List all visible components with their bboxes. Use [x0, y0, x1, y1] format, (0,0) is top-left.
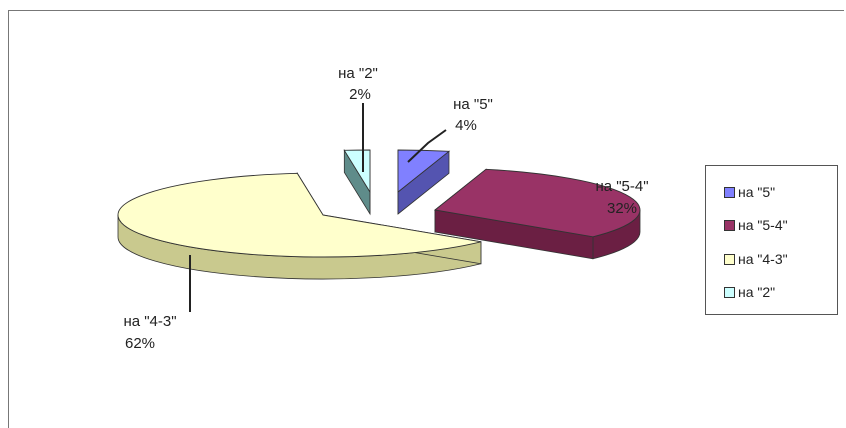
legend-item: на "2": [724, 284, 775, 300]
slice-value-4-3: 62%: [125, 335, 155, 352]
leader-line: [407, 129, 447, 163]
slice-value-5: 4%: [455, 117, 477, 134]
pie-leader-lines: [189, 103, 447, 312]
slice-value-2: 2%: [349, 86, 371, 103]
legend-swatch: [724, 286, 735, 298]
pie-slice: [117, 172, 482, 258]
slice-label-5-4: на "5-4": [595, 178, 648, 195]
slice-label-4-3: на "4-3": [123, 313, 176, 330]
legend-label: на "5": [738, 184, 776, 200]
legend-label: на "4-3": [738, 251, 788, 267]
legend-item: на "5": [724, 184, 775, 200]
pie-slice: [433, 168, 641, 238]
slice-value-5-4: 32%: [607, 200, 637, 217]
legend-swatch: [724, 186, 735, 198]
legend-item: на "5-4": [724, 217, 788, 233]
slice-label-5: на "5": [453, 96, 493, 113]
legend-label: на "5-4": [738, 217, 788, 233]
legend-swatch: [724, 253, 735, 265]
legend-item: на "4-3": [724, 251, 788, 267]
legend-swatch: [724, 219, 735, 231]
chart-legend: на "5" на "5-4" на "4-3" на "2": [705, 165, 838, 315]
slice-label-2: на "2": [338, 65, 378, 82]
legend-label: на "2": [738, 284, 776, 300]
